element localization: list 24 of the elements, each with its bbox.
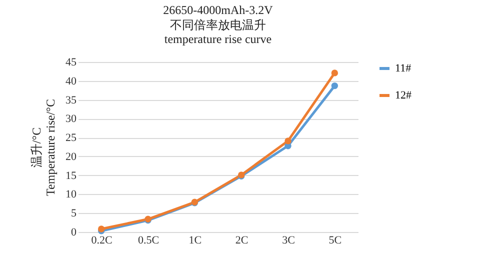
x-tick-label: 0.5C bbox=[138, 234, 160, 246]
legend-label: 12# bbox=[395, 90, 412, 102]
x-tick-label: 0.2C bbox=[91, 234, 112, 246]
x-tick-label: 2C bbox=[235, 234, 248, 246]
x-tick-label: 5C bbox=[328, 234, 342, 246]
x-tick-label: 3C bbox=[282, 234, 295, 246]
point bbox=[331, 70, 338, 76]
y-tick-label: 30 bbox=[66, 113, 77, 126]
y-tick-label: 15 bbox=[66, 170, 77, 182]
y-tick-label: 45 bbox=[66, 56, 77, 68]
y-tick-label: 0 bbox=[71, 226, 77, 238]
point bbox=[331, 82, 338, 90]
x-tick-label: 1C bbox=[188, 234, 202, 246]
chart-title: 26650-4000mAh-3.2V bbox=[163, 3, 274, 17]
y-axis-title: 温升/°C Temperature rise/°C bbox=[30, 99, 58, 196]
y-tick-label: 10 bbox=[66, 188, 77, 201]
y-tick-label: 40 bbox=[66, 75, 77, 88]
y-tick-label: 25 bbox=[66, 132, 77, 144]
legend-label: 11# bbox=[395, 62, 412, 74]
y-tick-label: 5 bbox=[71, 208, 77, 220]
point bbox=[284, 138, 292, 144]
y-tick-label: 20 bbox=[66, 150, 77, 163]
y-tick-label: 35 bbox=[66, 94, 77, 106]
chart-subtitle: 不同倍率放电温升 temperature rise curve bbox=[164, 18, 272, 46]
